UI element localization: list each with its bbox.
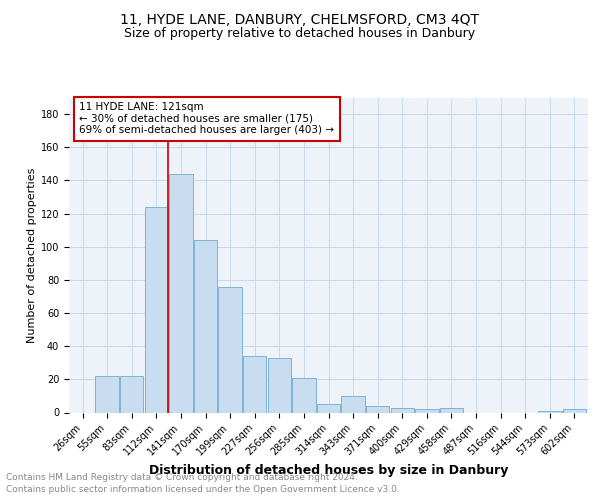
Bar bbox=[120, 376, 143, 412]
Bar bbox=[415, 409, 439, 412]
Bar bbox=[440, 408, 463, 412]
Text: Contains HM Land Registry data © Crown copyright and database right 2024.: Contains HM Land Registry data © Crown c… bbox=[6, 472, 358, 482]
Bar bbox=[218, 286, 242, 412]
Bar bbox=[95, 376, 119, 412]
X-axis label: Distribution of detached houses by size in Danbury: Distribution of detached houses by size … bbox=[149, 464, 508, 477]
Bar bbox=[292, 378, 316, 412]
Bar bbox=[341, 396, 365, 412]
Text: 11, HYDE LANE, DANBURY, CHELMSFORD, CM3 4QT: 11, HYDE LANE, DANBURY, CHELMSFORD, CM3 … bbox=[121, 12, 479, 26]
Bar bbox=[243, 356, 266, 412]
Text: 11 HYDE LANE: 121sqm
← 30% of detached houses are smaller (175)
69% of semi-deta: 11 HYDE LANE: 121sqm ← 30% of detached h… bbox=[79, 102, 334, 136]
Bar bbox=[194, 240, 217, 412]
Bar bbox=[317, 404, 340, 412]
Bar bbox=[145, 207, 168, 412]
Bar bbox=[366, 406, 389, 412]
Text: Size of property relative to detached houses in Danbury: Size of property relative to detached ho… bbox=[124, 28, 476, 40]
Y-axis label: Number of detached properties: Number of detached properties bbox=[26, 168, 37, 342]
Bar bbox=[563, 409, 586, 412]
Bar bbox=[391, 408, 414, 412]
Bar bbox=[538, 411, 562, 412]
Bar bbox=[268, 358, 291, 412]
Bar bbox=[169, 174, 193, 412]
Text: Contains public sector information licensed under the Open Government Licence v3: Contains public sector information licen… bbox=[6, 485, 400, 494]
